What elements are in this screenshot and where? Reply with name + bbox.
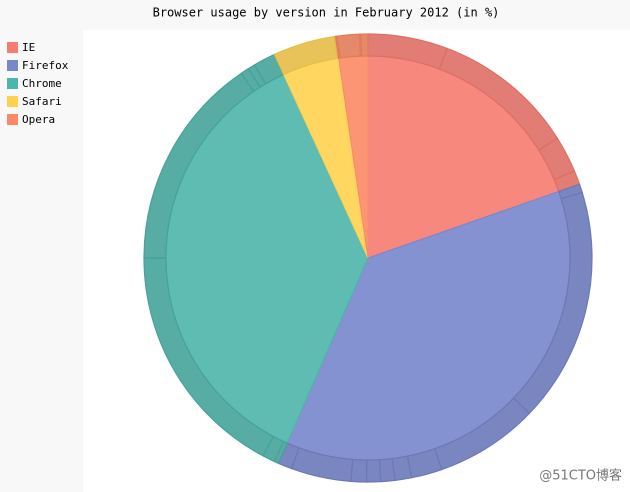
legend-swatch[interactable] <box>7 114 18 125</box>
value-slice[interactable] <box>350 458 368 483</box>
legend-label[interactable]: Safari <box>22 95 62 108</box>
legend-swatch[interactable] <box>7 78 18 89</box>
legend-swatch[interactable] <box>7 96 18 107</box>
legend-label[interactable]: Opera <box>22 113 55 126</box>
value-slice[interactable] <box>360 33 369 57</box>
value-slice[interactable] <box>378 457 396 483</box>
watermark: @51CTO博客 <box>539 468 622 484</box>
legend-label[interactable]: IE <box>22 41 35 54</box>
value-slice[interactable] <box>365 459 382 483</box>
chart-title: Browser usage by version in February 201… <box>153 6 500 20</box>
legend-swatch[interactable] <box>7 42 18 53</box>
legend-label[interactable]: Chrome <box>22 77 62 90</box>
legend-swatch[interactable] <box>7 60 18 71</box>
value-slice[interactable] <box>336 33 361 59</box>
legend-label[interactable]: Firefox <box>22 59 69 72</box>
